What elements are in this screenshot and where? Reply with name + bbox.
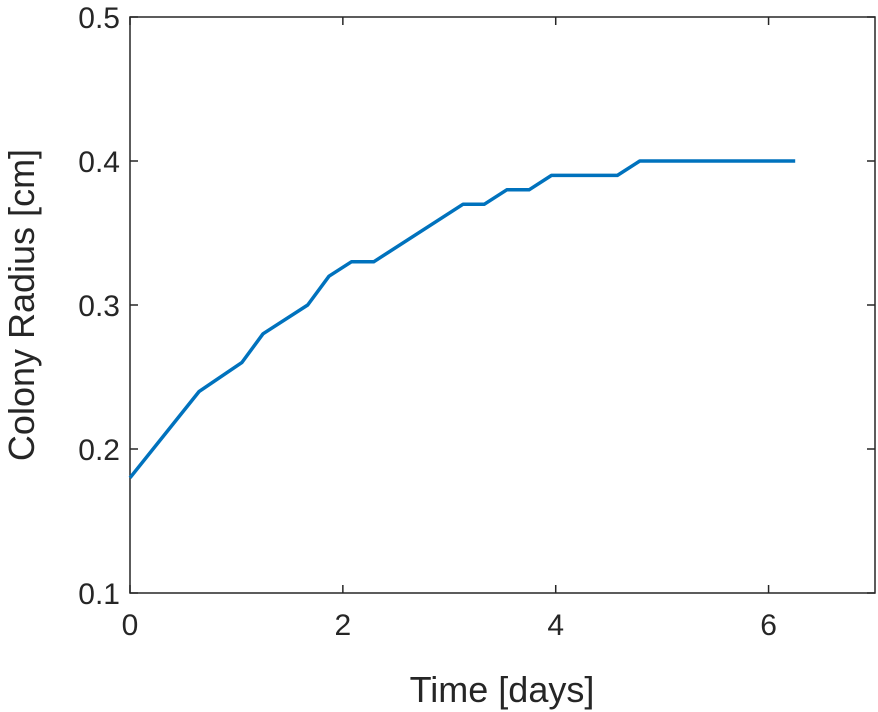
series-line <box>128 159 796 479</box>
x-tick-label: 4 <box>547 609 564 642</box>
y-tick-label: 0.4 <box>78 146 120 179</box>
y-tick-label: 0.3 <box>78 290 120 323</box>
x-tick-label: 2 <box>335 609 352 642</box>
y-tick-label: 0.1 <box>78 578 120 611</box>
tick-labels: 0 2 4 6 0.1 0.2 0.3 0.4 0.5 <box>78 2 777 642</box>
y-tick-label: 0.5 <box>78 2 120 35</box>
y-axis-label: Colony Radius [cm] <box>1 149 42 461</box>
axis-ticks <box>129 16 875 594</box>
x-tick-label: 6 <box>760 609 777 642</box>
y-tick-label: 0.2 <box>78 434 120 467</box>
x-tick-label: 0 <box>122 609 139 642</box>
series-group <box>128 159 796 479</box>
plot-area <box>129 16 876 594</box>
x-axis-label: Time [days] <box>410 669 595 710</box>
